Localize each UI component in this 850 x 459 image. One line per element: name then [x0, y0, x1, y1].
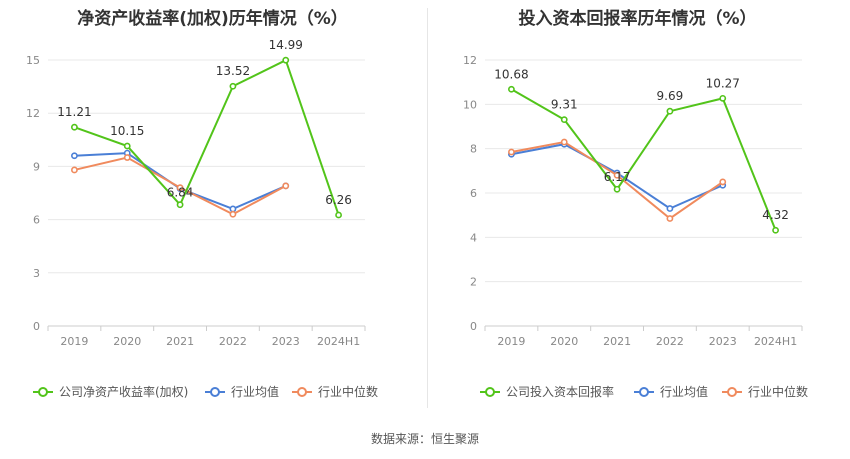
roe-chart-svg: 0 3 6 9 12 15 2019 2020 2021 2022 2023 2024H1 11.21 1… [26, 38, 378, 399]
data-label: 6.26 [325, 193, 352, 207]
data-point [176, 184, 184, 192]
data-point [71, 152, 78, 160]
y-tick-label: 0 [470, 320, 477, 333]
data-label: 6.17 [604, 170, 631, 184]
data-label: 14.99 [269, 38, 303, 52]
data-point [229, 205, 237, 213]
roic-chart-svg: 0 2 4 6 8 10 12 2019 2020 2021 2022 2023 2024H1 10.68… [463, 54, 808, 399]
y-tick-label: 10 [463, 98, 477, 111]
data-source-label: 数据来源：恒生聚源 [370, 432, 479, 446]
x-tick-label: 2021 [603, 335, 631, 348]
x-tick-label: 2024H1 [317, 335, 360, 348]
data-point [335, 211, 342, 219]
x-tick-label: 2019 [60, 335, 88, 348]
x-tick-label: 2019 [497, 335, 525, 348]
data-label: 10.68 [494, 67, 528, 81]
data-label: 4.32 [762, 208, 789, 222]
y-tick-label: 15 [26, 54, 40, 67]
legend-swatch-marker [727, 387, 737, 397]
y-tick-label: 12 [26, 107, 40, 120]
data-point [282, 56, 290, 64]
data-point [508, 148, 515, 156]
data-point [613, 185, 621, 193]
chart-title: 投入资本回报率历年情况（%） [518, 9, 757, 29]
y-tick-label: 8 [470, 143, 477, 156]
legend-label: 公司净资产收益率(加权) [59, 384, 188, 399]
x-tick-label: 2024H1 [754, 335, 797, 348]
legend-swatch-marker [210, 387, 220, 397]
x-tick-label: 2022 [656, 335, 684, 348]
data-point [229, 82, 237, 90]
data-point [560, 116, 568, 124]
y-tick-label: 3 [33, 267, 40, 280]
legend-label: 行业中位数 [748, 384, 808, 399]
legend-swatch-marker [485, 387, 495, 397]
data-point [719, 178, 727, 186]
series-line [74, 58, 340, 216]
legend-swatch-marker [297, 387, 307, 397]
data-point [508, 85, 515, 93]
panel-divider [427, 8, 428, 408]
data-point [71, 166, 78, 174]
y-tick-label: 4 [470, 231, 477, 244]
series-line [510, 88, 777, 231]
legend-label: 公司投入资本回报率 [506, 384, 614, 399]
y-tick-label: 6 [470, 187, 477, 200]
data-label: 13.52 [216, 64, 250, 78]
data-point [613, 171, 621, 179]
data-point [123, 154, 131, 161]
data-label: 11.21 [57, 105, 91, 119]
legend-label: 行业均值 [231, 384, 279, 399]
x-tick-label: 2020 [113, 335, 141, 348]
x-tick-label: 2023 [272, 335, 300, 348]
data-point [772, 226, 779, 234]
x-tick-label: 2020 [550, 335, 578, 348]
y-tick-label: 2 [470, 276, 477, 289]
data-point [666, 107, 674, 115]
data-point [719, 94, 727, 102]
y-tick-label: 9 [33, 160, 40, 173]
data-point [229, 210, 237, 218]
data-point [282, 182, 290, 190]
chart-title: 净资产收益率(加权)历年情况（%） [77, 9, 348, 29]
data-label: 10.15 [110, 124, 144, 138]
x-tick-label: 2021 [166, 335, 194, 348]
data-point [123, 142, 131, 150]
data-point [666, 215, 674, 222]
roe-chart-panel: 净资产收益率(加权)历年情况（%） 0 3 6 9 12 15 2019 2020 2021 20… [0, 0, 425, 420]
x-tick-label: 2022 [219, 335, 247, 348]
legend-label: 行业中位数 [318, 384, 378, 399]
roic-chart-panel: 投入资本回报率历年情况（%） 0 2 4 6 8 10 12 2019 2020 2021 2022… [425, 0, 850, 420]
legend-swatch-marker [639, 387, 649, 397]
legend-swatch-marker [38, 387, 48, 397]
y-tick-label: 6 [33, 214, 40, 227]
y-tick-label: 12 [463, 54, 477, 67]
data-label: 6.84 [167, 186, 194, 200]
data-point [71, 123, 78, 131]
data-point [560, 138, 568, 146]
data-point [666, 205, 674, 212]
legend-label: 行业均值 [660, 384, 708, 399]
data-point [176, 201, 184, 209]
data-label: 9.69 [657, 89, 684, 103]
data-label: 9.31 [551, 98, 578, 112]
y-tick-label: 0 [33, 320, 40, 333]
data-label: 10.27 [706, 76, 740, 90]
x-tick-label: 2023 [709, 335, 737, 348]
